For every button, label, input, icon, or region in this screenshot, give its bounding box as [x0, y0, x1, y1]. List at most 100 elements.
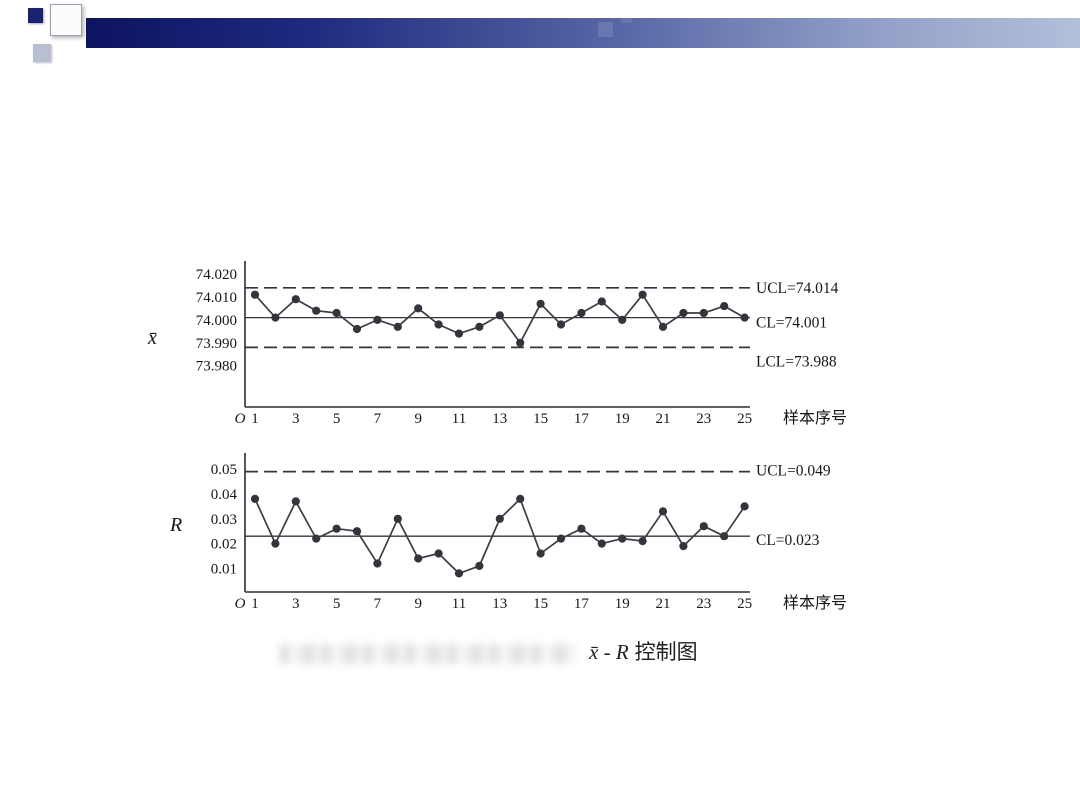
- r-chart-xtick-label: 25: [737, 596, 752, 612]
- r-chart-xtick-label: 11: [452, 596, 466, 612]
- xbar-chart-data-point: [434, 320, 443, 329]
- r-chart-data-point: [250, 494, 260, 503]
- r-chart-data-point: [352, 527, 362, 536]
- xbar-chart-xtick-label: 13: [492, 411, 507, 427]
- r-chart-xtick-label: 15: [533, 596, 548, 612]
- xbar-chart-data-point: [475, 322, 484, 331]
- caption-text: 控制图: [634, 640, 698, 664]
- xbar-chart-xtick-label: 9: [414, 411, 422, 427]
- r-chart-data-point: [291, 497, 300, 506]
- decor-square-faint-1: [598, 22, 613, 37]
- decor-square-dark: [28, 8, 43, 23]
- xbar-chart-xtick-label: 3: [292, 411, 300, 427]
- r-chart-data-point: [556, 534, 566, 543]
- xbar-chart-ytick-label: 74.000: [196, 313, 237, 329]
- r-chart-data-point: [699, 522, 708, 531]
- xbar-chart-data-point: [536, 299, 545, 308]
- xbar-chart-data-point: [414, 304, 423, 313]
- r-chart-xtick-label: 19: [615, 596, 630, 612]
- xbar-chart-xtick-label: 5: [333, 411, 341, 427]
- r-chart-data-point: [618, 534, 627, 543]
- r-chart-data-point: [393, 514, 402, 523]
- decor-square-white: [50, 4, 82, 36]
- r-chart-data-point: [577, 524, 586, 533]
- r-chart-data-point: [740, 502, 749, 511]
- header-gradient-bar: [86, 18, 1080, 48]
- r-chart-ucl-label: UCL=0.049: [756, 463, 831, 480]
- r-chart-xtick-label: 9: [414, 596, 422, 612]
- r-chart-ytick-label: 0.04: [211, 487, 238, 503]
- xbar-chart-data-point: [352, 324, 362, 334]
- r-chart-data-point: [597, 539, 606, 548]
- xbar-chart-xtick-label: 25: [737, 411, 752, 427]
- r-chart-data-point: [638, 537, 647, 546]
- xbar-chart-data-point: [740, 313, 749, 322]
- xbar-chart-data-point: [658, 322, 668, 331]
- decor-square-gray: [33, 44, 51, 62]
- xbar-chart-xtick-label: 7: [374, 411, 382, 427]
- xbar-chart-data-point: [393, 322, 402, 331]
- decor-square-faint-2: [621, 12, 632, 23]
- xbar-chart-data-point: [720, 302, 729, 311]
- xbar-chart-data-point: [556, 320, 566, 329]
- smudged-caption-text: [280, 644, 575, 665]
- r-chart-xtick-label: 17: [574, 596, 590, 612]
- xbar-chart-x-axis-title: 样本序号: [783, 409, 847, 427]
- r-chart-data-point: [475, 561, 484, 570]
- r-chart-data-point: [414, 554, 423, 563]
- xbar-chart-xtick-label: 1: [251, 411, 259, 427]
- r-chart-data-point: [516, 494, 525, 503]
- xbar-control-chart: UCL=74.014 CL=74.001 LCL=73.988 74.020 74.01…: [196, 261, 847, 427]
- r-chart-data-point: [679, 542, 688, 551]
- r-axis-label: R: [170, 514, 183, 536]
- xbar-chart-data-point: [679, 308, 688, 318]
- r-chart-ytick-label: 0.03: [211, 512, 237, 528]
- r-chart-data-point: [332, 524, 341, 533]
- r-chart-ytick-label: 0.01: [211, 561, 237, 577]
- xbar-chart-xtick-label: 21: [656, 411, 671, 427]
- xbar-chart-data-point: [699, 308, 708, 318]
- xbar-chart-data-point: [332, 308, 341, 318]
- r-chart-ytick-label: 0.02: [211, 537, 237, 553]
- xbar-chart-ucl-label: UCL=74.014: [756, 280, 839, 297]
- xbar-chart-ytick-label: 74.020: [196, 267, 237, 283]
- xbar-chart-data-point: [373, 315, 382, 324]
- r-chart-xtick-label: 13: [492, 596, 507, 612]
- xbar-chart-data-point: [577, 308, 586, 318]
- xbar-chart-data-point: [250, 290, 260, 299]
- r-chart-data-point: [312, 534, 321, 543]
- xbar-chart-cl-label: CL=74.001: [756, 315, 827, 332]
- r-chart-data-point: [720, 532, 729, 541]
- r-chart-data-point: [434, 549, 443, 558]
- r-chart-cl-label: CL=0.023: [756, 532, 820, 549]
- xbar-chart-ytick-label: 74.010: [196, 290, 237, 306]
- r-chart-xtick-label: 3: [292, 596, 300, 612]
- caption-formula: x̄ - R: [589, 640, 629, 664]
- xbar-chart-ytick-label: 73.990: [196, 336, 237, 352]
- r-chart-data-point: [373, 559, 382, 568]
- r-chart-xtick-label: 21: [656, 596, 671, 612]
- xbar-chart-xtick-label: O: [235, 411, 246, 427]
- xbar-chart-lcl-label: LCL=73.988: [756, 353, 837, 370]
- xbar-chart-data-point: [495, 311, 504, 320]
- r-chart-data-point: [454, 569, 464, 578]
- xbar-chart-data-point: [271, 313, 280, 322]
- xbar-chart-data-point: [312, 306, 321, 315]
- r-chart-xtick-label: 7: [374, 596, 382, 612]
- r-chart-ytick-label: 0.05: [211, 462, 237, 478]
- xbar-axis-label: x̄: [148, 327, 157, 349]
- xbar-chart-xtick-label: 17: [574, 411, 590, 427]
- xbar-chart-xtick-label: 19: [615, 411, 630, 427]
- r-chart-x-axis-title: 样本序号: [783, 594, 847, 612]
- xbar-chart-data-point: [291, 295, 300, 304]
- xbar-chart-xtick-label: 11: [452, 411, 466, 427]
- r-chart-data-point: [536, 549, 545, 558]
- r-chart-data-point: [495, 514, 504, 523]
- xbar-chart-data-point: [597, 297, 606, 306]
- r-chart-xtick-label: 1: [251, 596, 259, 612]
- xbar-chart-data-point: [638, 290, 647, 299]
- xbar-chart-data-point: [618, 315, 627, 324]
- xbar-chart-ytick-label: 73.980: [196, 359, 237, 375]
